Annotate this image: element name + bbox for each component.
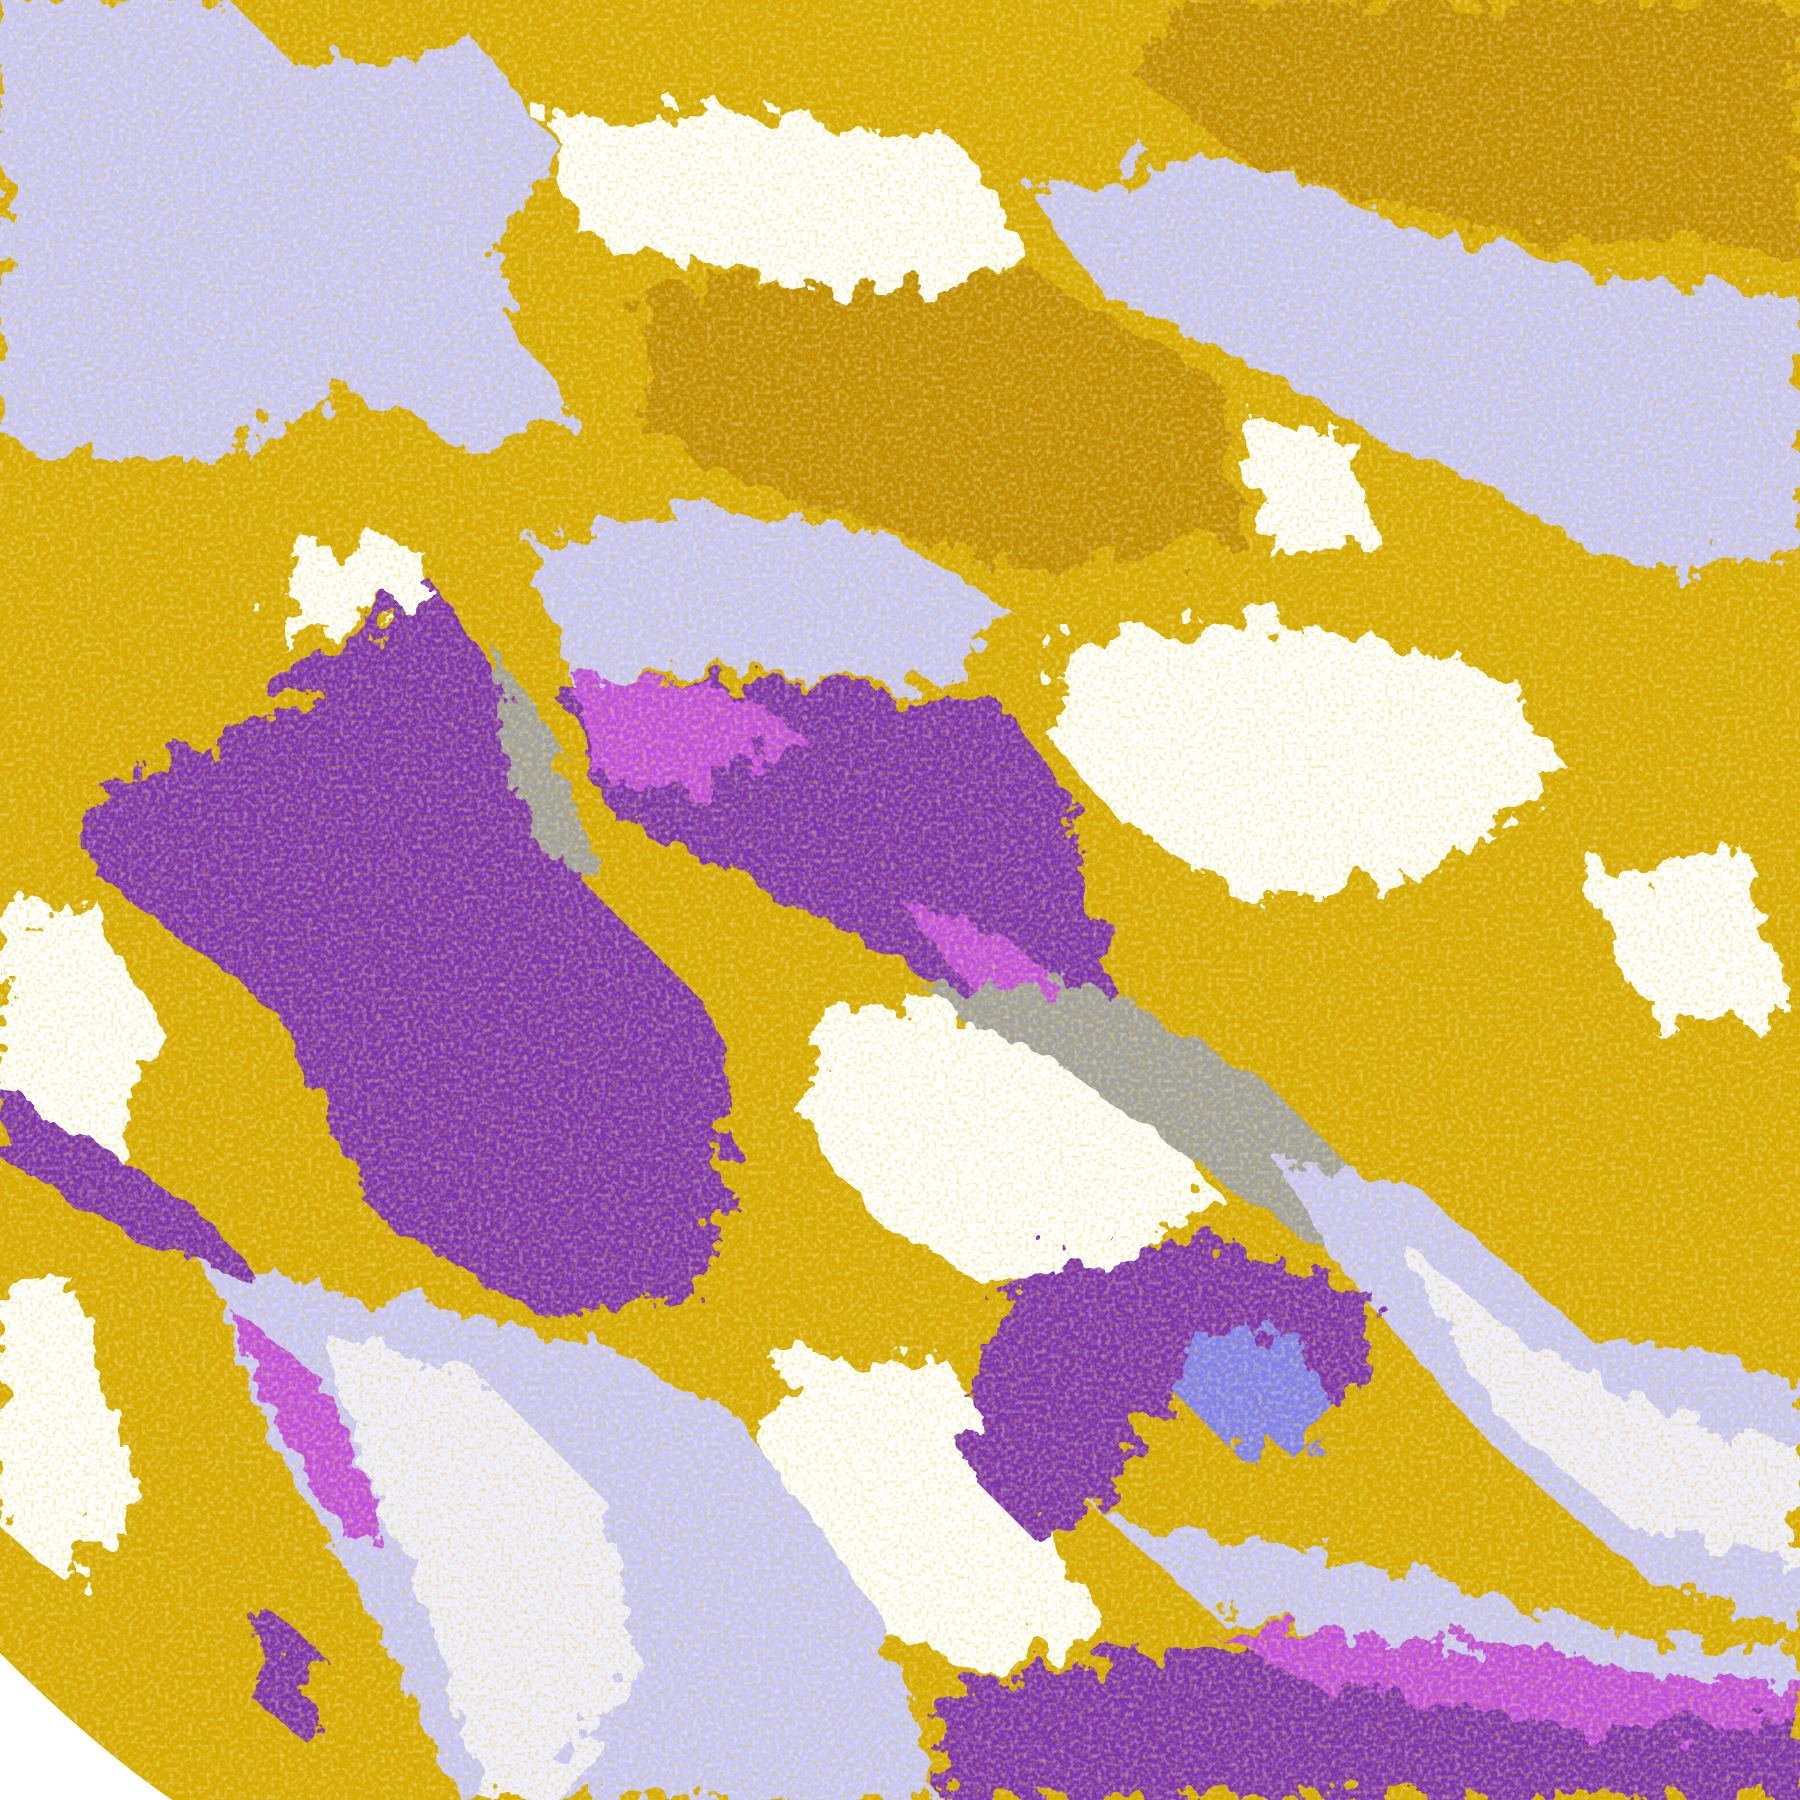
- space-outside-disc: [0, 1653, 173, 1800]
